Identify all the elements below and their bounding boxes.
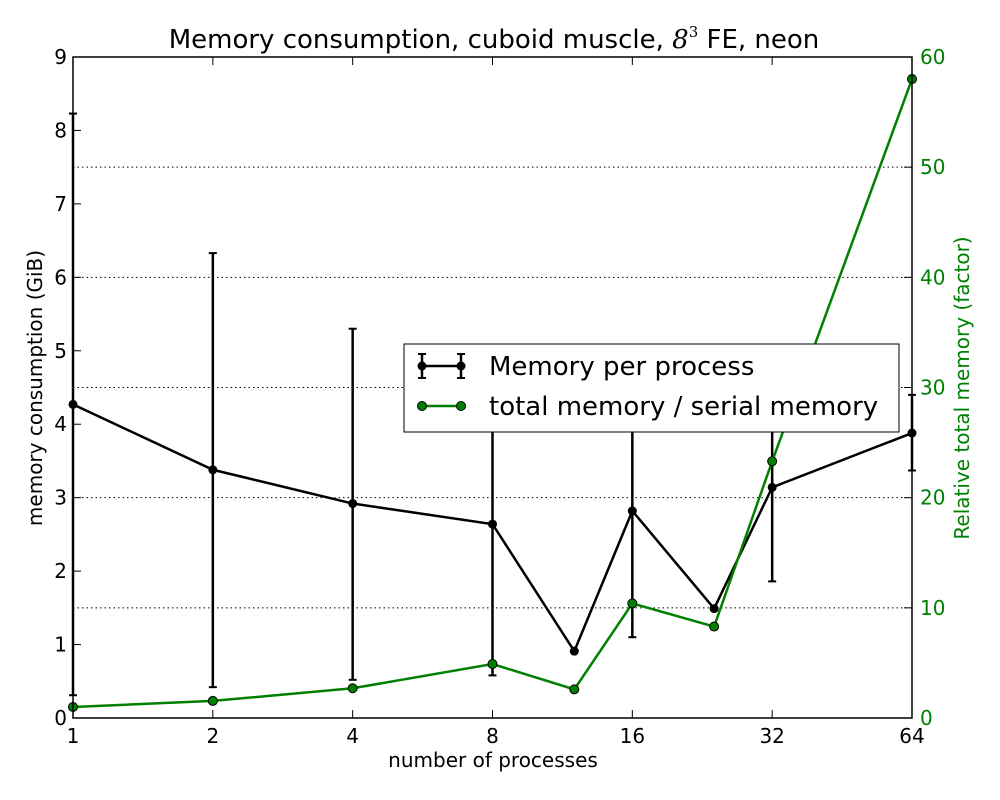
y-tick-label: 6 <box>54 265 67 289</box>
data-point-total-memory <box>569 684 580 695</box>
data-point-memory-per-process <box>627 506 637 516</box>
x-tick-label: 32 <box>759 724 784 748</box>
data-point-memory-per-process <box>709 604 719 614</box>
y-tick-label: 9 <box>54 45 67 69</box>
legend-box <box>403 343 900 433</box>
y-tick-label: 3 <box>54 486 67 510</box>
data-point-total-memory <box>207 695 218 706</box>
y2-tick-label: 0 <box>920 706 933 730</box>
legend-label-memory-per-process: Memory per process <box>489 352 754 382</box>
data-point-memory-per-process <box>348 499 358 509</box>
chart-title: Memory consumption, cuboid muscle, 83 FE… <box>169 23 820 55</box>
data-point-total-memory <box>767 456 778 467</box>
y-tick-label: 7 <box>54 192 67 216</box>
legend-label-total-memory: total memory / serial memory <box>489 392 878 422</box>
y-tick-label: 0 <box>54 706 67 730</box>
y2-tick-label: 10 <box>920 596 945 620</box>
data-point-memory-per-process <box>569 646 579 656</box>
data-point-total-memory <box>709 621 720 632</box>
y2-ticks: 0 10 20 30 40 50 60 <box>904 45 945 730</box>
series-memory-per-process <box>68 399 917 656</box>
title-end: FE, neon <box>698 25 819 55</box>
title-math-base: 8 <box>672 25 689 55</box>
x-tick-label: 2 <box>206 724 219 748</box>
y-tick-label: 1 <box>54 633 67 657</box>
y-tick-label: 4 <box>54 412 67 436</box>
data-point-memory-per-process <box>767 482 777 492</box>
y-ticks: 0 1 2 3 4 5 6 7 8 9 <box>54 45 81 730</box>
title-main: Memory consumption, cuboid muscle, <box>169 25 672 55</box>
title-math-exp: 3 <box>689 23 699 41</box>
x-tick-label: 8 <box>486 724 499 748</box>
data-point-total-memory <box>627 598 638 609</box>
data-point-total-memory <box>347 683 358 694</box>
y2-tick-label: 60 <box>920 45 945 69</box>
data-point-memory-per-process <box>208 465 218 475</box>
x-ticks: 1 2 4 8 16 32 64 <box>67 57 925 748</box>
y-tick-label: 2 <box>54 559 67 583</box>
y2-tick-label: 30 <box>920 376 945 400</box>
legend: Memory per process total memory / serial… <box>403 343 900 433</box>
x-axis-label: number of processes <box>388 748 598 772</box>
data-point-memory-per-process <box>488 519 497 529</box>
x-tick-label: 16 <box>620 724 645 748</box>
x-tick-label: 1 <box>67 724 80 748</box>
x-tick-label: 4 <box>346 724 359 748</box>
data-point-total-memory <box>487 659 498 670</box>
y-tick-label: 8 <box>54 118 67 142</box>
legend-marker-memory-per-process <box>417 353 466 379</box>
y2-axis-label: Relative total memory (factor) <box>950 236 974 539</box>
legend-marker-total-memory <box>417 401 466 411</box>
y2-tick-label: 50 <box>920 155 945 179</box>
y2-tick-label: 20 <box>920 486 945 510</box>
y2-tick-label: 40 <box>920 265 945 289</box>
y-tick-label: 5 <box>54 339 67 363</box>
y-axis-label: memory consumption (GiB) <box>23 250 47 526</box>
x-tick-label: 64 <box>899 724 924 748</box>
